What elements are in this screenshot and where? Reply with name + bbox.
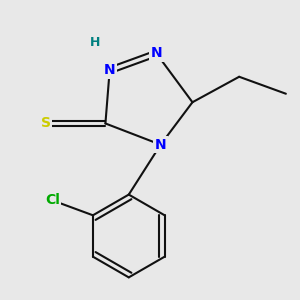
Text: N: N bbox=[104, 63, 116, 77]
Text: S: S bbox=[41, 116, 51, 130]
Text: H: H bbox=[90, 36, 100, 49]
Text: N: N bbox=[155, 138, 167, 152]
Text: N: N bbox=[151, 46, 162, 60]
Text: Cl: Cl bbox=[45, 194, 60, 207]
